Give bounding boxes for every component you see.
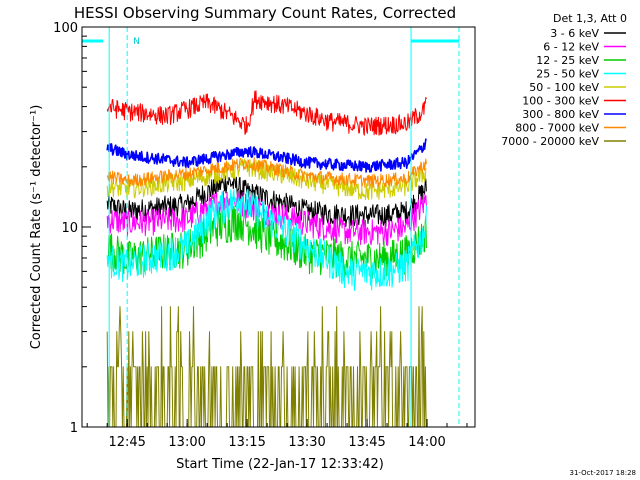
annotation-layer: N <box>82 27 460 427</box>
x-axis-label: Start Time (22-Jan-17 12:33:42) <box>176 457 384 472</box>
series-line <box>106 189 427 291</box>
series-line <box>106 90 427 136</box>
series-line <box>106 306 427 428</box>
legend-label: 300 - 800 keV <box>522 108 599 121</box>
x-tick-label: 13:30 <box>288 435 325 450</box>
y-tick-label: 10 <box>61 221 78 236</box>
x-tick-label: 13:45 <box>348 435 385 450</box>
timestamp: 31-Oct-2017 18:28 <box>570 469 636 477</box>
x-tick-label: 13:15 <box>228 435 265 450</box>
night-label: N <box>133 37 140 47</box>
series-line <box>106 138 427 173</box>
legend-label: 3 - 6 keV <box>550 27 599 40</box>
y-tick-label: 100 <box>53 21 78 36</box>
legend-label: 100 - 300 keV <box>522 95 599 108</box>
x-tick-label: 13:00 <box>168 435 205 450</box>
legend-label: 12 - 25 keV <box>536 54 599 67</box>
series-line <box>106 157 427 188</box>
legend-label: 800 - 7000 keV <box>515 122 599 135</box>
x-axis: 12:45 13:00 13:15 13:30 13:45 14:00 <box>86 419 468 450</box>
series-line <box>106 174 427 228</box>
legend-title: Det 1,3, Att 0 <box>553 12 627 25</box>
y-tick-label: 1 <box>70 421 78 436</box>
plot-series-group <box>106 90 427 428</box>
legend-label: 50 - 100 keV <box>529 81 599 94</box>
legend-label: 6 - 12 keV <box>543 41 599 54</box>
legend-label: 7000 - 20000 keV <box>501 135 599 148</box>
legend-label: 25 - 50 keV <box>536 68 599 81</box>
x-tick-label: 12:45 <box>108 435 145 450</box>
y-axis-label: Corrected Count Rate (s⁻¹ detector⁻¹) <box>29 105 44 350</box>
y-axis: 1 10 100 <box>53 21 91 436</box>
x-tick-label: 14:00 <box>408 435 445 450</box>
chart-title: HESSI Observing Summary Count Rates, Cor… <box>74 4 456 22</box>
